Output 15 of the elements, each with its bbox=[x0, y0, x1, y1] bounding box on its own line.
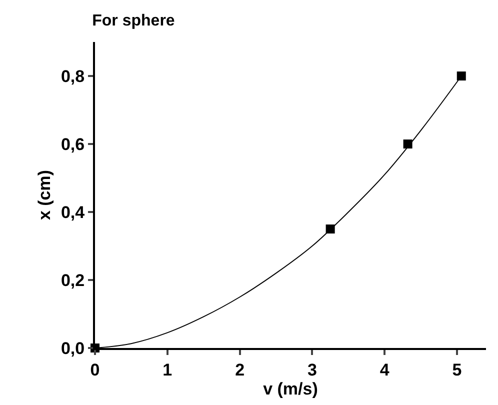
y-tick-label: 0,8 bbox=[60, 66, 85, 86]
y-tick-label: 0,0 bbox=[60, 338, 85, 358]
x-tick-label: 3 bbox=[307, 360, 317, 380]
y-axis-title: x (cm) bbox=[35, 170, 54, 220]
x-tick-label: 2 bbox=[235, 360, 245, 380]
x-tick-label: 0 bbox=[90, 360, 100, 380]
x-tick-label: 5 bbox=[452, 360, 462, 380]
y-tick-label: 0,2 bbox=[60, 270, 85, 290]
point bbox=[456, 72, 466, 80]
x-tick-label: 4 bbox=[380, 360, 390, 380]
chart-title: For sphere bbox=[92, 12, 175, 30]
y-tick-label: 0,4 bbox=[60, 202, 86, 222]
x-tick-label: 1 bbox=[162, 360, 172, 380]
y-tick-label: 0,6 bbox=[60, 134, 85, 154]
x-axis-title: v (m/s) bbox=[263, 379, 318, 398]
